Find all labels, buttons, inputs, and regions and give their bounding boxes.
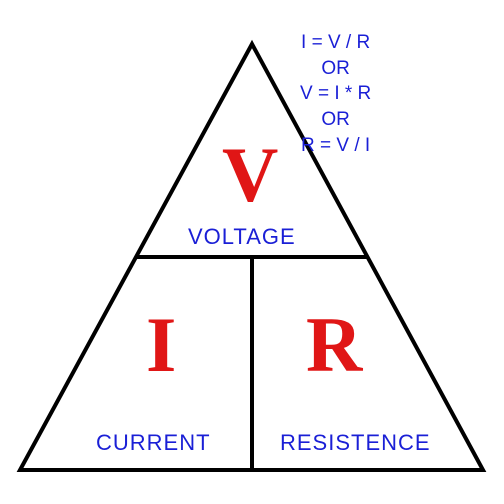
formula-block: I = V / R OR V = I * R OR R = V / I (300, 30, 371, 158)
letter-i: I (146, 300, 176, 390)
letter-r: R (306, 300, 362, 390)
ohms-law-triangle (0, 0, 504, 504)
letter-v: V (222, 130, 278, 220)
label-voltage: VOLTAGE (188, 224, 296, 250)
triangle-lines (20, 44, 483, 470)
label-resistance: RESISTENCE (280, 430, 431, 456)
label-current: CURRENT (96, 430, 211, 456)
